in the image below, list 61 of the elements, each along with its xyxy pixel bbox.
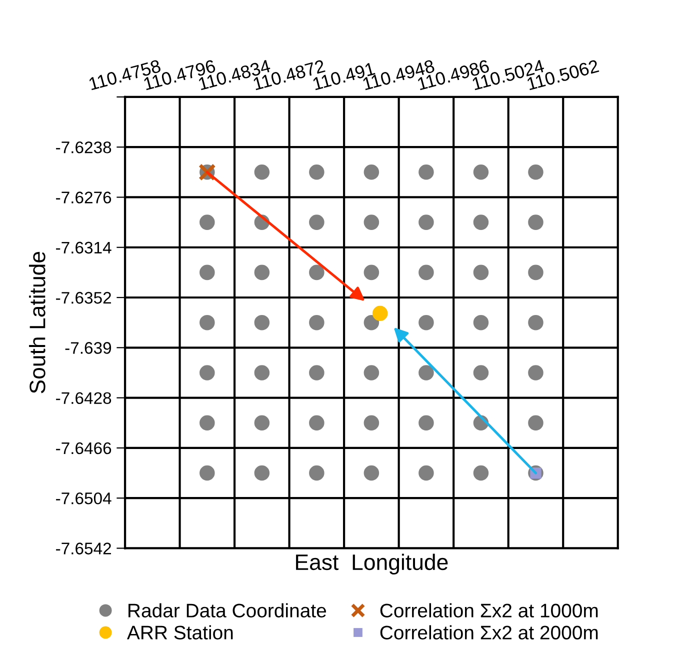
point	[528, 214, 544, 230]
legend-label: Correlation Σx2 at 1000m	[380, 603, 598, 618]
y-tick-label: -7.6428	[56, 392, 112, 404]
point	[364, 314, 380, 330]
point	[364, 264, 380, 280]
point	[309, 314, 324, 330]
y-tick-label: -7.6352	[56, 292, 111, 304]
point	[528, 365, 544, 380]
point	[200, 214, 215, 230]
point	[200, 365, 215, 380]
y-tick-label: -7.639	[65, 342, 112, 354]
point	[473, 465, 489, 481]
legend-label: Correlation Σx2 at 2000m	[380, 625, 598, 640]
point	[418, 214, 434, 230]
point	[528, 164, 544, 180]
point	[528, 415, 544, 431]
y-tick-label: -7.6466	[56, 442, 112, 454]
point	[528, 314, 544, 330]
legend-label: Radar Data Coordinate	[128, 603, 326, 618]
point	[200, 264, 215, 280]
y-axis-title: South Latitude	[29, 252, 46, 394]
point	[418, 365, 434, 380]
point	[309, 164, 324, 180]
point	[254, 365, 270, 380]
point	[200, 314, 215, 330]
point	[200, 465, 215, 481]
point	[418, 264, 434, 280]
x-axis-title: East Longitude	[296, 554, 448, 575]
y-tick-label: -7.6276	[56, 192, 112, 204]
point	[364, 164, 380, 180]
point	[254, 164, 270, 180]
point	[254, 314, 270, 330]
y-tick-label: -7.6542	[56, 542, 111, 554]
point	[364, 465, 380, 481]
point	[254, 264, 270, 280]
point	[309, 214, 324, 230]
point	[309, 365, 324, 380]
y-tick-label: -7.6504	[56, 492, 112, 504]
legend-label: ARR Station	[126, 625, 233, 640]
point	[364, 365, 380, 380]
point	[254, 465, 270, 481]
point	[473, 314, 489, 330]
point	[309, 264, 324, 280]
point	[200, 415, 215, 431]
y-tick-label: -7.6238	[56, 141, 112, 154]
point	[364, 214, 380, 230]
point	[418, 164, 434, 180]
point	[418, 415, 434, 431]
y-tick-label: -7.6314	[56, 242, 112, 254]
point	[473, 264, 489, 280]
point	[473, 365, 489, 380]
point	[418, 465, 434, 481]
point	[372, 306, 388, 321]
point	[254, 415, 270, 431]
point	[418, 314, 434, 330]
point	[473, 164, 489, 180]
point	[309, 465, 324, 481]
point	[309, 415, 324, 431]
point	[528, 264, 544, 280]
point	[364, 415, 380, 431]
point	[473, 214, 489, 230]
